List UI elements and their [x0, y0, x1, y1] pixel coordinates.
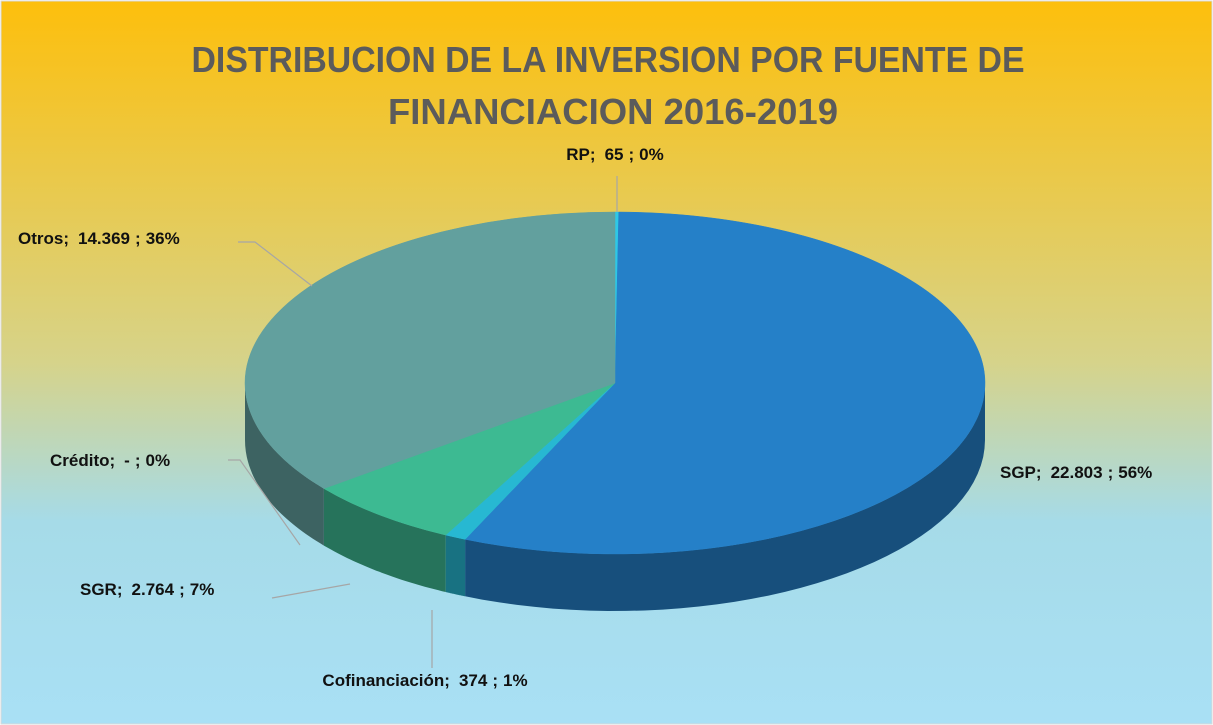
separator: ; — [1036, 463, 1042, 482]
value-label: 2.764 — [132, 580, 175, 599]
category-name: SGR — [80, 580, 117, 599]
category-name: Cofinanciación — [322, 671, 444, 690]
separator: ; — [492, 671, 498, 690]
data-label: SGP; 22.803; 56% — [1000, 463, 1152, 482]
data-label: Cofinanciación; 374; 1% — [322, 671, 527, 690]
percent-label: 56% — [1118, 463, 1152, 482]
value-label: - — [124, 451, 130, 470]
percent-label: 7% — [190, 580, 215, 599]
separator: ; — [117, 580, 123, 599]
separator: ; — [135, 229, 141, 248]
category-name: SGP — [1000, 463, 1036, 482]
separator: ; — [179, 580, 185, 599]
value-label: 374 — [459, 671, 488, 690]
category-name: RP — [566, 145, 590, 164]
separator: ; — [444, 671, 450, 690]
data-label: RP; 65; 0% — [566, 145, 663, 164]
slice-side — [323, 488, 446, 592]
data-label: Crédito; -; 0% — [50, 451, 170, 470]
chart-title: DISTRIBUCION DE LA INVERSION POR FUENTE … — [192, 39, 1025, 80]
separator: ; — [63, 229, 69, 248]
value-label: 22.803 — [1051, 463, 1103, 482]
percent-label: 36% — [146, 229, 180, 248]
leader-line — [228, 459, 301, 546]
separator: ; — [1108, 463, 1114, 482]
percent-label: 0% — [146, 451, 171, 470]
category-name: Otros — [18, 229, 63, 248]
slice — [323, 382, 616, 536]
separator: ; — [135, 451, 141, 470]
data-label: SGR; 2.764; 7% — [80, 580, 214, 599]
leader-line — [271, 583, 351, 599]
value-label: 14.369 — [78, 229, 130, 248]
value-label: 65 — [605, 145, 624, 164]
data-label: Otros; 14.369; 36% — [18, 229, 180, 248]
chart-title: FINANCIACION 2016-2019 — [388, 91, 838, 132]
separator: ; — [590, 145, 596, 164]
leader-line — [238, 241, 313, 287]
slice — [244, 211, 616, 489]
percent-label: 0% — [639, 145, 664, 164]
slice-side — [245, 383, 324, 546]
separator: ; — [628, 145, 634, 164]
slice-side — [445, 535, 466, 597]
category-name: Crédito — [50, 451, 110, 470]
slice — [464, 211, 986, 555]
percent-label: 1% — [503, 671, 528, 690]
separator: ; — [110, 451, 116, 470]
